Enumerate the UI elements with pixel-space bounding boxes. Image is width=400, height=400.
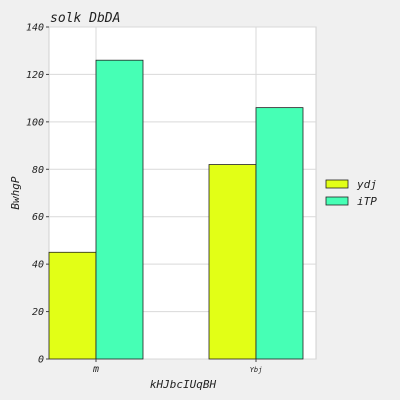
- x-tick-label: Ybj: [250, 366, 263, 374]
- bar-iTP-m: [95, 59, 144, 360]
- chart-title: solk DbDA: [50, 11, 120, 26]
- y-tick-label: 20: [32, 307, 44, 318]
- bars: [48, 59, 304, 360]
- x-tick-label: m: [92, 364, 99, 375]
- legend-swatch-ydj: [325, 179, 349, 189]
- y-axis-ticks: 0 20 40 60 80 100 120 140: [26, 23, 49, 366]
- legend-label-ydj: ydj: [356, 178, 377, 191]
- y-tick-label: 80: [32, 165, 44, 176]
- bar-ydj-Ybj: [208, 164, 257, 360]
- bar-ydj-m: [48, 251, 97, 360]
- legend-label-iTP: iTP: [357, 195, 377, 208]
- x-axis-label: kHJbcIUqBH: [150, 378, 217, 391]
- legend: ydj iTP: [325, 178, 377, 208]
- legend-swatch-iTP: [325, 196, 349, 206]
- y-tick-label: 40: [32, 260, 44, 271]
- bar-iTP-Ybj: [255, 107, 304, 360]
- y-axis-label: BwhgP: [9, 176, 22, 209]
- y-tick-label: 0: [38, 355, 44, 366]
- y-tick-label: 140: [26, 23, 44, 34]
- y-tick-label: 100: [26, 117, 44, 128]
- y-tick-label: 60: [32, 212, 44, 223]
- x-axis-ticks: m Ybj: [92, 359, 262, 375]
- y-tick-label: 120: [26, 70, 44, 81]
